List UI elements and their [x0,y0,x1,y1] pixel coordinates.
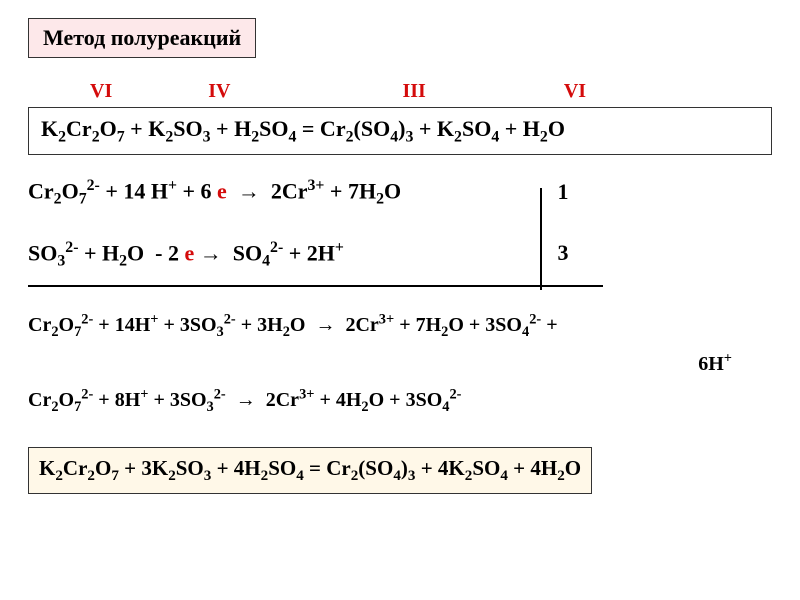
ox-iv: IV [208,80,230,103]
half-reaction-reduction: Cr2O72- + 14 H+ + 6 е → 2Cr3+ + 7H2O 1 [28,177,772,209]
ox-vi-1: VI [90,80,112,103]
oxidation-state-row: VI IV III VI [28,80,772,103]
summed-line-1: Cr2O72- + 14H+ + 3SO32- + 3H2O → 2Cr3+ +… [28,307,772,346]
half-reactions-block: Cr2O72- + 14 H+ + 6 е → 2Cr3+ + 7H2O 1 S… [28,177,772,286]
reduction-multiplier: 1 [533,179,593,205]
oxidation-multiplier: 3 [533,240,593,266]
half-reactions-divider [540,188,542,290]
balanced-equation: K2Cr2O7 + 3K2SO3 + 4H2SO4 = Cr2(SO4)3 + … [39,456,581,480]
unbalanced-equation-box: K2Cr2O7 + K2SO3 + H2SO4 = Cr2(SO4)3 + K2… [28,107,772,155]
half-reactions-underline [28,285,603,287]
ox-iii: III [402,80,425,103]
balanced-equation-box: K2Cr2O7 + 3K2SO3 + 4H2SO4 = Cr2(SO4)3 + … [28,447,592,494]
summed-line-2: Cr2O72- + 8H+ + 3SO32- → 2Cr3+ + 4H2O + … [28,382,772,421]
unbalanced-equation: K2Cr2O7 + K2SO3 + H2SO4 = Cr2(SO4)3 + K2… [41,116,565,141]
half-reaction-oxidation: SO32- + H2O - 2 е → SO42- + 2H+ 3 [28,239,772,271]
chemistry-slide: Метод полуреакций VI IV III VI K2Cr2O7 +… [0,0,800,600]
slide-title: Метод полуреакций [43,25,241,50]
oxidation-equation: SO32- + H2O - 2 е → SO42- + 2H+ [28,239,533,271]
summed-equations: Cr2O72- + 14H+ + 3SO32- + 3H2O → 2Cr3+ +… [28,307,772,421]
summed-line-1-tail: 6H+ [28,346,772,382]
ox-vi-2: VI [564,80,586,103]
slide-title-box: Метод полуреакций [28,18,256,58]
reduction-equation: Cr2O72- + 14 H+ + 6 е → 2Cr3+ + 7H2O [28,177,533,209]
